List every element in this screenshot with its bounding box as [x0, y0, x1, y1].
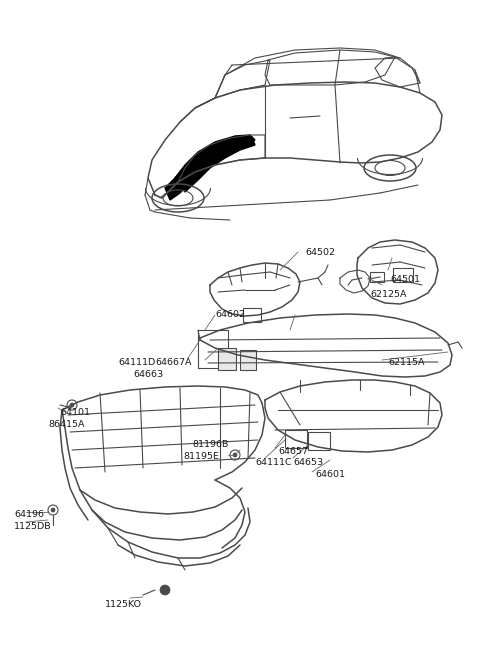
Text: 1125DB: 1125DB — [14, 522, 52, 531]
Text: 62125A: 62125A — [370, 290, 407, 299]
Text: 64602: 64602 — [215, 310, 245, 319]
Text: 64657: 64657 — [278, 447, 308, 456]
Text: 64501: 64501 — [390, 275, 420, 284]
Text: 64663: 64663 — [133, 370, 163, 379]
Circle shape — [160, 585, 170, 595]
Bar — [240, 350, 256, 370]
Polygon shape — [165, 135, 255, 200]
Text: 64111D: 64111D — [118, 358, 155, 367]
Text: 1125KO: 1125KO — [105, 600, 142, 609]
Circle shape — [233, 453, 237, 457]
Bar — [198, 330, 228, 368]
Circle shape — [51, 508, 55, 512]
Bar — [285, 430, 307, 448]
Bar — [370, 272, 384, 282]
Text: 64101: 64101 — [60, 408, 90, 417]
Bar — [218, 348, 236, 370]
Text: 64601: 64601 — [315, 470, 345, 479]
Text: 64667A: 64667A — [155, 358, 192, 367]
Text: 62115A: 62115A — [388, 358, 424, 367]
Text: 64111C: 64111C — [255, 458, 292, 467]
Circle shape — [70, 403, 74, 407]
Text: 86415A: 86415A — [48, 420, 84, 429]
Bar — [393, 268, 413, 282]
Text: 81196B: 81196B — [192, 440, 228, 449]
Bar — [243, 308, 261, 322]
Text: 64502: 64502 — [305, 248, 335, 257]
Polygon shape — [175, 137, 255, 192]
Text: 64653: 64653 — [293, 458, 323, 467]
Bar — [308, 432, 330, 450]
Text: 81195E: 81195E — [183, 452, 219, 461]
Text: 64196: 64196 — [14, 510, 44, 519]
